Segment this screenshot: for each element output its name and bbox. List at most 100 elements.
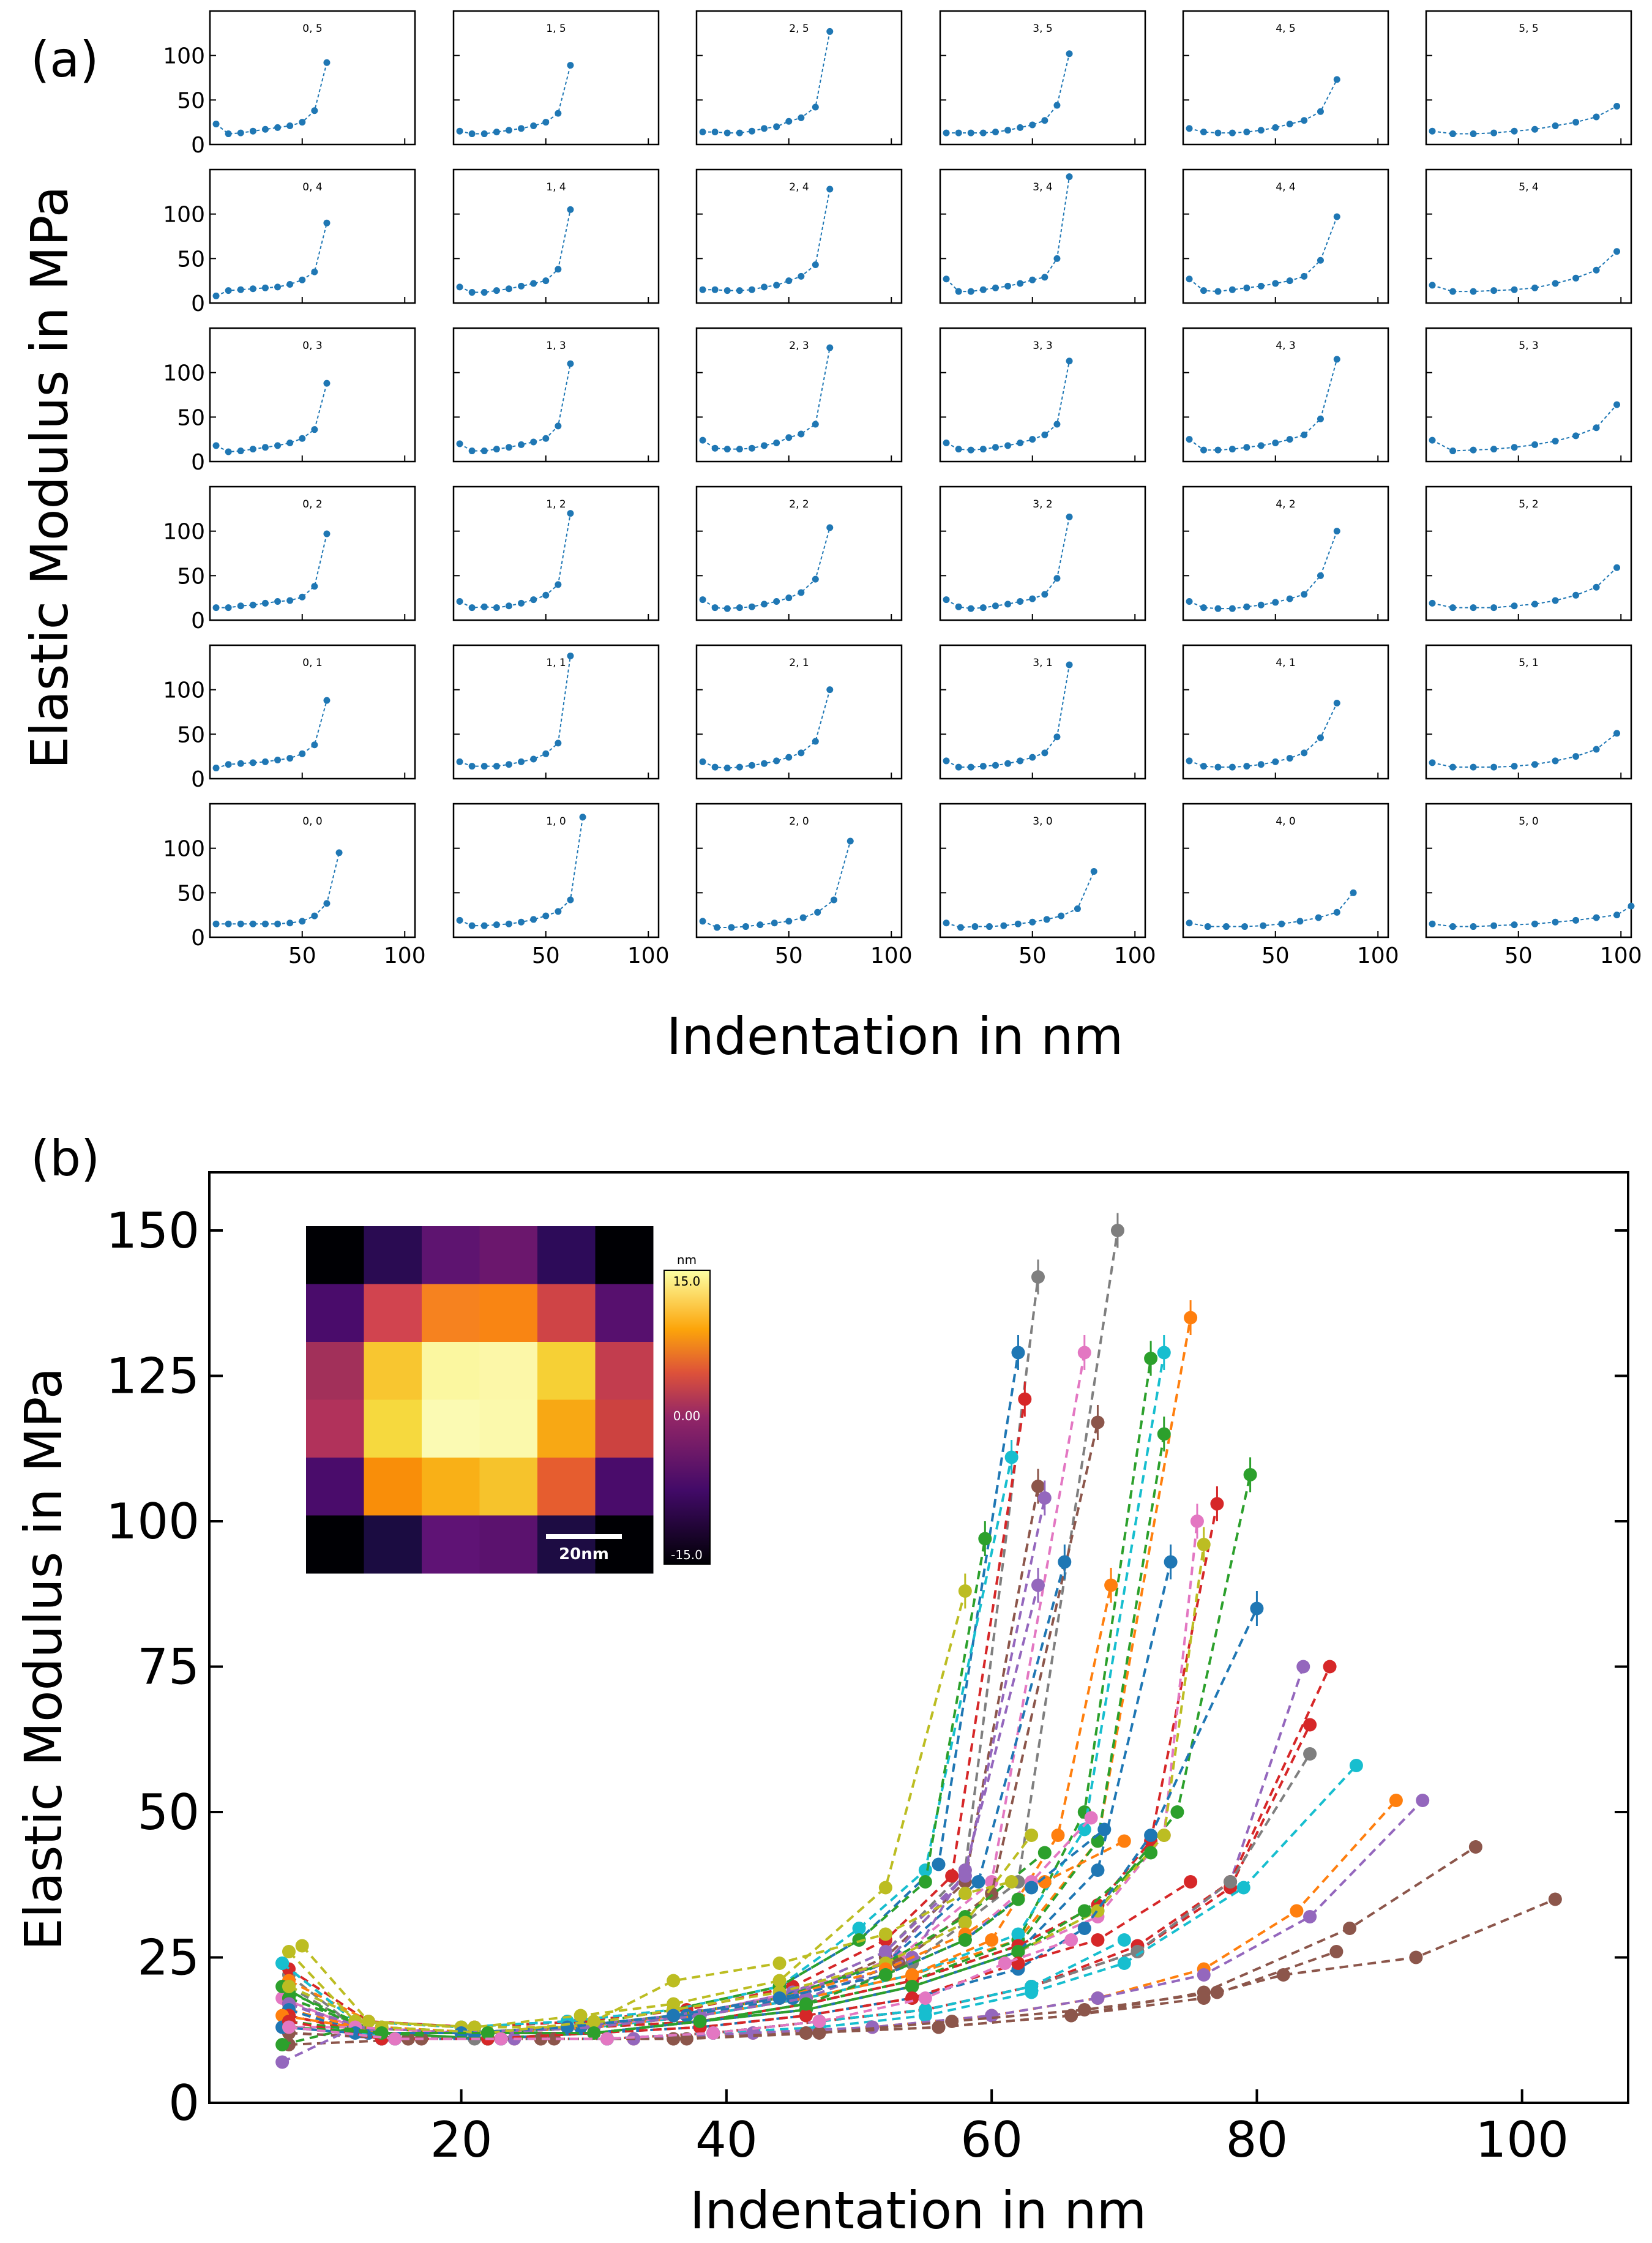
- data-point: [1296, 918, 1304, 925]
- data-point: [1004, 601, 1012, 608]
- data-point: [1449, 130, 1457, 138]
- series-line: [215, 383, 327, 453]
- data-point: [555, 266, 562, 273]
- subplot-label: 4, 3: [1276, 340, 1295, 352]
- data-point: [1090, 867, 1097, 875]
- data-point: [1511, 286, 1518, 293]
- data-point: [518, 282, 525, 290]
- subplot-2-3: 2, 3: [695, 327, 903, 463]
- data-point: [1157, 1346, 1171, 1360]
- subplot-frame: [939, 327, 1146, 463]
- data-point: [918, 1875, 932, 1889]
- height-map-inset: 20nm nm 15.0 0.00 -15.0: [306, 1226, 711, 1574]
- data-point: [812, 2015, 826, 2028]
- subplot-label: 5, 1: [1519, 657, 1538, 669]
- subplot-frame: [452, 168, 660, 304]
- data-point: [1184, 1311, 1198, 1325]
- data-point: [505, 602, 512, 610]
- data-point: [736, 446, 743, 453]
- data-point: [1214, 763, 1222, 771]
- data-point: [542, 591, 550, 599]
- data-point: [1317, 108, 1324, 115]
- data-point: [1333, 356, 1340, 363]
- subplot-label: 5, 2: [1519, 498, 1538, 511]
- data-point: [1077, 1346, 1091, 1360]
- series-line: [282, 1817, 1093, 2035]
- data-point: [943, 919, 950, 927]
- subplot-label: 1, 3: [546, 340, 566, 352]
- data-point: [1272, 599, 1279, 606]
- series-19: [282, 1545, 1178, 2046]
- data-point: [237, 920, 244, 927]
- data-point: [274, 283, 282, 291]
- data-point: [261, 284, 269, 291]
- data-point: [530, 916, 537, 923]
- series-line: [703, 31, 831, 134]
- subplot-1-5: 1, 5: [452, 10, 660, 146]
- data-point: [772, 1957, 787, 1970]
- data-point: [1511, 602, 1518, 610]
- data-point: [1214, 605, 1222, 612]
- subplot-label: 4, 4: [1276, 181, 1295, 193]
- data-point: [1011, 1945, 1025, 1958]
- series-line: [702, 527, 831, 610]
- data-point: [711, 763, 719, 771]
- data-point: [1593, 424, 1600, 432]
- data-point: [1349, 1759, 1363, 1772]
- data-point: [1449, 763, 1457, 771]
- data-point: [1029, 595, 1036, 602]
- panel-b-label: (b): [31, 1130, 100, 1187]
- data-point: [958, 1584, 972, 1598]
- series-line: [946, 664, 1071, 768]
- data-point: [323, 380, 331, 387]
- data-point: [1243, 763, 1250, 770]
- subplot-label: 1, 2: [546, 498, 566, 511]
- subplot-label: 2, 1: [789, 657, 809, 669]
- series-line: [459, 656, 571, 767]
- heatmap-cell: [537, 1342, 596, 1400]
- heatmap-cell: [422, 1399, 480, 1458]
- data-point: [1286, 121, 1293, 128]
- data-point: [757, 921, 764, 929]
- data-point: [1018, 1392, 1032, 1406]
- data-point: [723, 129, 731, 137]
- subplot-label: 0, 2: [302, 498, 322, 511]
- data-point: [212, 604, 220, 612]
- subplot-5-5: 5, 5: [1425, 10, 1632, 146]
- data-point: [1017, 439, 1024, 446]
- x-tick-label: 50: [775, 943, 803, 968]
- data-point: [748, 762, 755, 769]
- data-point: [1041, 117, 1048, 124]
- series-line: [1432, 567, 1618, 608]
- data-point: [1272, 758, 1279, 765]
- data-point: [249, 759, 256, 766]
- data-point: [798, 589, 805, 596]
- data-point: [1058, 1555, 1072, 1569]
- heatmap-cell: [537, 1226, 596, 1284]
- data-point: [1323, 1660, 1337, 1674]
- data-point: [468, 289, 476, 296]
- data-point: [785, 434, 793, 441]
- data-point: [1186, 757, 1193, 765]
- series-line: [215, 700, 327, 769]
- data-point: [826, 28, 834, 35]
- series-line: [702, 347, 831, 450]
- data-point: [468, 604, 476, 612]
- data-point: [1613, 912, 1621, 919]
- subplot-5-3: 5, 3: [1425, 327, 1632, 463]
- series-45: [282, 1933, 1078, 2046]
- data-point: [505, 920, 512, 927]
- data-point: [1317, 415, 1324, 422]
- data-point: [1511, 127, 1518, 135]
- data-point: [693, 2015, 707, 2028]
- data-point: [1511, 763, 1518, 770]
- data-point: [1077, 1904, 1091, 1918]
- data-point: [957, 924, 964, 931]
- data-point: [1200, 446, 1207, 454]
- data-point: [1031, 1480, 1045, 1493]
- data-point: [918, 2003, 932, 2016]
- y-tick-label: 50: [177, 564, 205, 589]
- data-point: [1343, 1922, 1357, 1935]
- data-point: [1053, 102, 1061, 109]
- data-point: [1531, 125, 1539, 133]
